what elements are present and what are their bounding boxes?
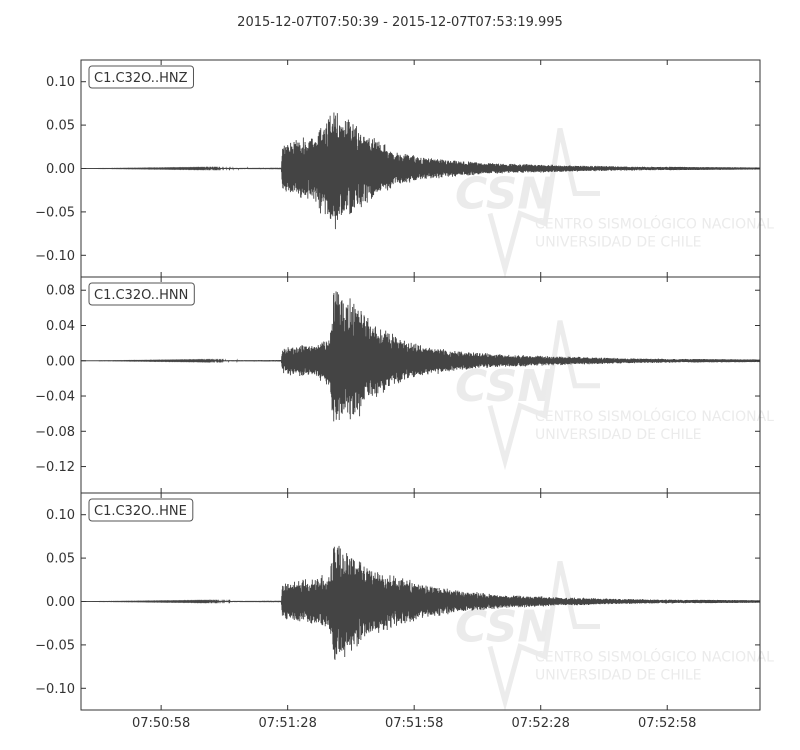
y-tick-label-2-2: −0.04 xyxy=(35,390,75,405)
trace-label-box-3 xyxy=(88,498,194,522)
y-tick-label-3-3: 0.05 xyxy=(46,552,75,567)
y-tick-label-2-1: −0.08 xyxy=(35,425,75,440)
trace-label-text-2: C1.C32O..HNN xyxy=(94,288,188,303)
x-tick-label-4: 07:52:58 xyxy=(638,716,696,731)
watermark-line-2: UNIVERSIDAD DE CHILE xyxy=(535,235,702,251)
y-tick-label-3-4: 0.10 xyxy=(46,508,75,523)
trace-label-2: C1.C32O..HNN xyxy=(88,282,195,306)
trace-label-text-1: C1.C32O..HNZ xyxy=(94,71,188,86)
watermark-line-2: UNIVERSIDAD DE CHILE xyxy=(535,427,702,443)
trace-label-1: C1.C32O..HNZ xyxy=(88,65,194,89)
watermark-line-1: CENTRO SISMOLÓGICO NACIONAL xyxy=(535,215,774,233)
trace-label-text-3: C1.C32O..HNE xyxy=(94,504,187,519)
y-tick-label-2-0: −0.12 xyxy=(35,460,75,475)
waveform-line-3 xyxy=(81,545,761,660)
x-tick-label-1: 07:51:28 xyxy=(258,716,316,731)
trace-label-box-1 xyxy=(88,65,194,89)
y-tick-label-3-2: 0.00 xyxy=(46,595,75,610)
y-tick-label-1-4: 0.10 xyxy=(46,75,75,90)
x-axis: 07:50:58 07:51:28 07:51:58 07:52:28 07:52:58 xyxy=(132,716,696,731)
y-tick-label-1-3: 0.05 xyxy=(46,119,75,134)
y-tick-label-3-1: −0.05 xyxy=(35,638,75,653)
watermark-logo: CSN xyxy=(455,169,554,220)
y-tick-label-2-5: 0.08 xyxy=(46,284,75,299)
x-tick-label-2: 07:51:58 xyxy=(385,716,443,731)
y-tick-label-3-0: −0.10 xyxy=(35,682,75,697)
y-tick-label-2-4: 0.04 xyxy=(46,319,75,334)
waveform-line-1 xyxy=(81,112,761,230)
watermark-wave-icon xyxy=(487,320,600,471)
y-tick-label-1-2: 0.00 xyxy=(46,162,75,177)
watermark-line-1: CENTRO SISMOLÓGICO NACIONAL xyxy=(535,648,774,666)
trace-label-3: C1.C32O..HNE xyxy=(88,498,194,522)
y-tick-label-1-0: −0.10 xyxy=(35,249,75,264)
watermark-wave-icon xyxy=(487,560,600,712)
watermark-wave-icon xyxy=(487,127,600,279)
x-tick-label-0: 07:50:58 xyxy=(132,716,190,731)
y-tick-label-1-1: −0.05 xyxy=(35,205,75,220)
chart-title: 2015-12-07T07:50:39 - 2015-12-07T07:53:1… xyxy=(237,15,563,30)
panel-frame-2 xyxy=(80,276,761,494)
x-tick-label-3: 07:52:28 xyxy=(512,716,570,731)
watermark-logo: CSN xyxy=(455,361,554,412)
waveform-line-2 xyxy=(81,291,761,422)
watermark-line-1: CENTRO SISMOLÓGICO NACIONAL xyxy=(535,407,774,425)
watermark-line-2: UNIVERSIDAD DE CHILE xyxy=(535,668,702,684)
trace-label-box-2 xyxy=(88,282,195,306)
watermark-logo: CSN xyxy=(455,602,554,653)
y-tick-label-2-3: 0.00 xyxy=(46,354,75,369)
